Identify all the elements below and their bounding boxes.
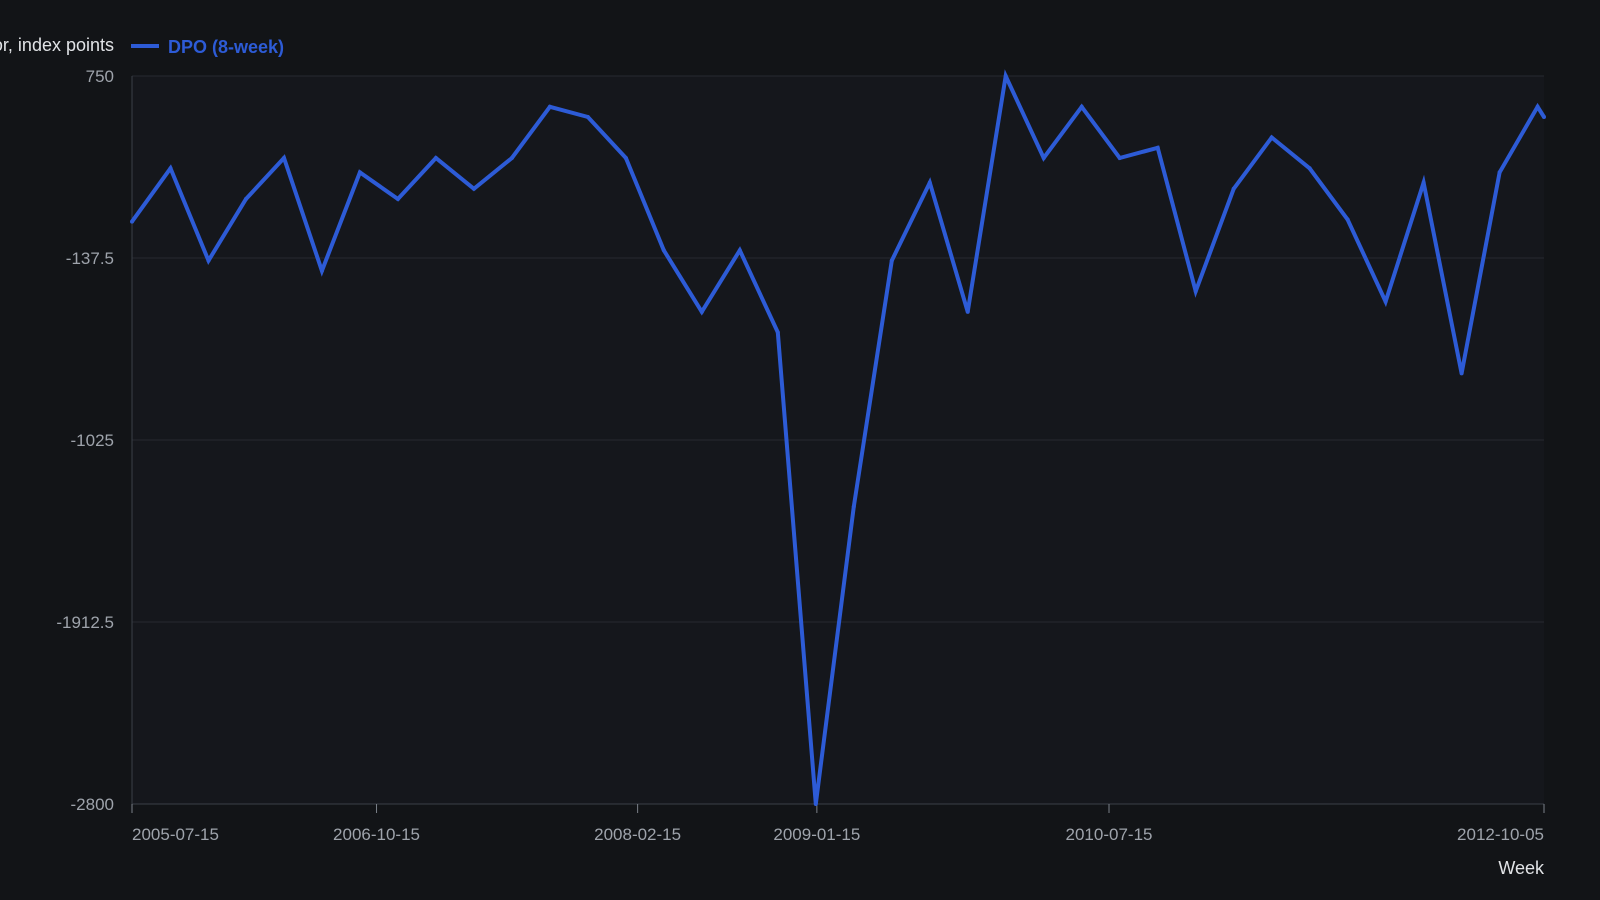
data-point: [357, 170, 362, 175]
data-point: [1307, 166, 1312, 171]
data-point: [1193, 289, 1198, 294]
data-point: [737, 248, 742, 253]
data-point: [1383, 299, 1388, 304]
data-point: [927, 180, 932, 185]
data-point: [623, 156, 628, 161]
data-point: [1345, 217, 1350, 222]
data-point: [168, 166, 173, 171]
data-point: [1269, 135, 1274, 140]
y-axis-title: Oscillator, index points: [0, 35, 114, 55]
x-tick-label: 2009-01-15: [773, 825, 860, 844]
y-tick-label: -137.5: [66, 249, 114, 268]
data-point: [1079, 104, 1084, 109]
data-point: [206, 258, 211, 263]
legend: DPO (8-week): [131, 37, 284, 57]
data-point: [1497, 170, 1502, 175]
y-axis-ticks: 750 -137.5 -1025 -1912.5 -2800: [56, 67, 114, 814]
data-point: [851, 504, 856, 509]
y-tick-label: -2800: [71, 795, 114, 814]
data-point: [395, 197, 400, 202]
data-point: [889, 258, 894, 263]
data-point: [1535, 104, 1540, 109]
data-point: [281, 156, 286, 161]
y-tick-label: -1912.5: [56, 613, 114, 632]
data-point: [1231, 186, 1236, 191]
data-point: [243, 197, 248, 202]
data-point: [699, 309, 704, 314]
data-point: [509, 156, 514, 161]
data-point: [965, 309, 970, 314]
data-point: [433, 156, 438, 161]
data-point: [1542, 115, 1546, 120]
data-point: [471, 186, 476, 191]
x-tick-label: 2006-10-15: [333, 825, 420, 844]
data-point: [130, 219, 134, 224]
x-tick-label: 2012-10-05: [1457, 825, 1544, 844]
x-tick-label: 2008-02-15: [594, 825, 681, 844]
data-point: [1421, 180, 1426, 185]
y-tick-label: -1025: [71, 431, 114, 450]
data-point: [1459, 371, 1464, 376]
data-point: [813, 802, 818, 806]
data-point: [1003, 74, 1008, 78]
series: [130, 69, 1546, 806]
x-tick-label: 2005-07-15: [132, 825, 219, 844]
x-axis-ticks: 2005-07-15 2006-10-15 2008-02-15 2009-01-15…: [131, 804, 1545, 844]
data-point: [661, 248, 666, 253]
x-tick-label: 2010-07-15: [1066, 825, 1153, 844]
data-point: [775, 330, 780, 335]
data-point: [1041, 156, 1046, 161]
data-point: [319, 268, 324, 273]
data-point: [585, 115, 590, 120]
x-axis-title: Week: [1498, 858, 1545, 878]
data-point: [1155, 145, 1160, 150]
legend-label-dpo: DPO (8-week): [168, 37, 284, 57]
data-point: [1117, 156, 1122, 161]
y-tick-label: 750: [86, 67, 114, 86]
data-point: [547, 104, 552, 109]
